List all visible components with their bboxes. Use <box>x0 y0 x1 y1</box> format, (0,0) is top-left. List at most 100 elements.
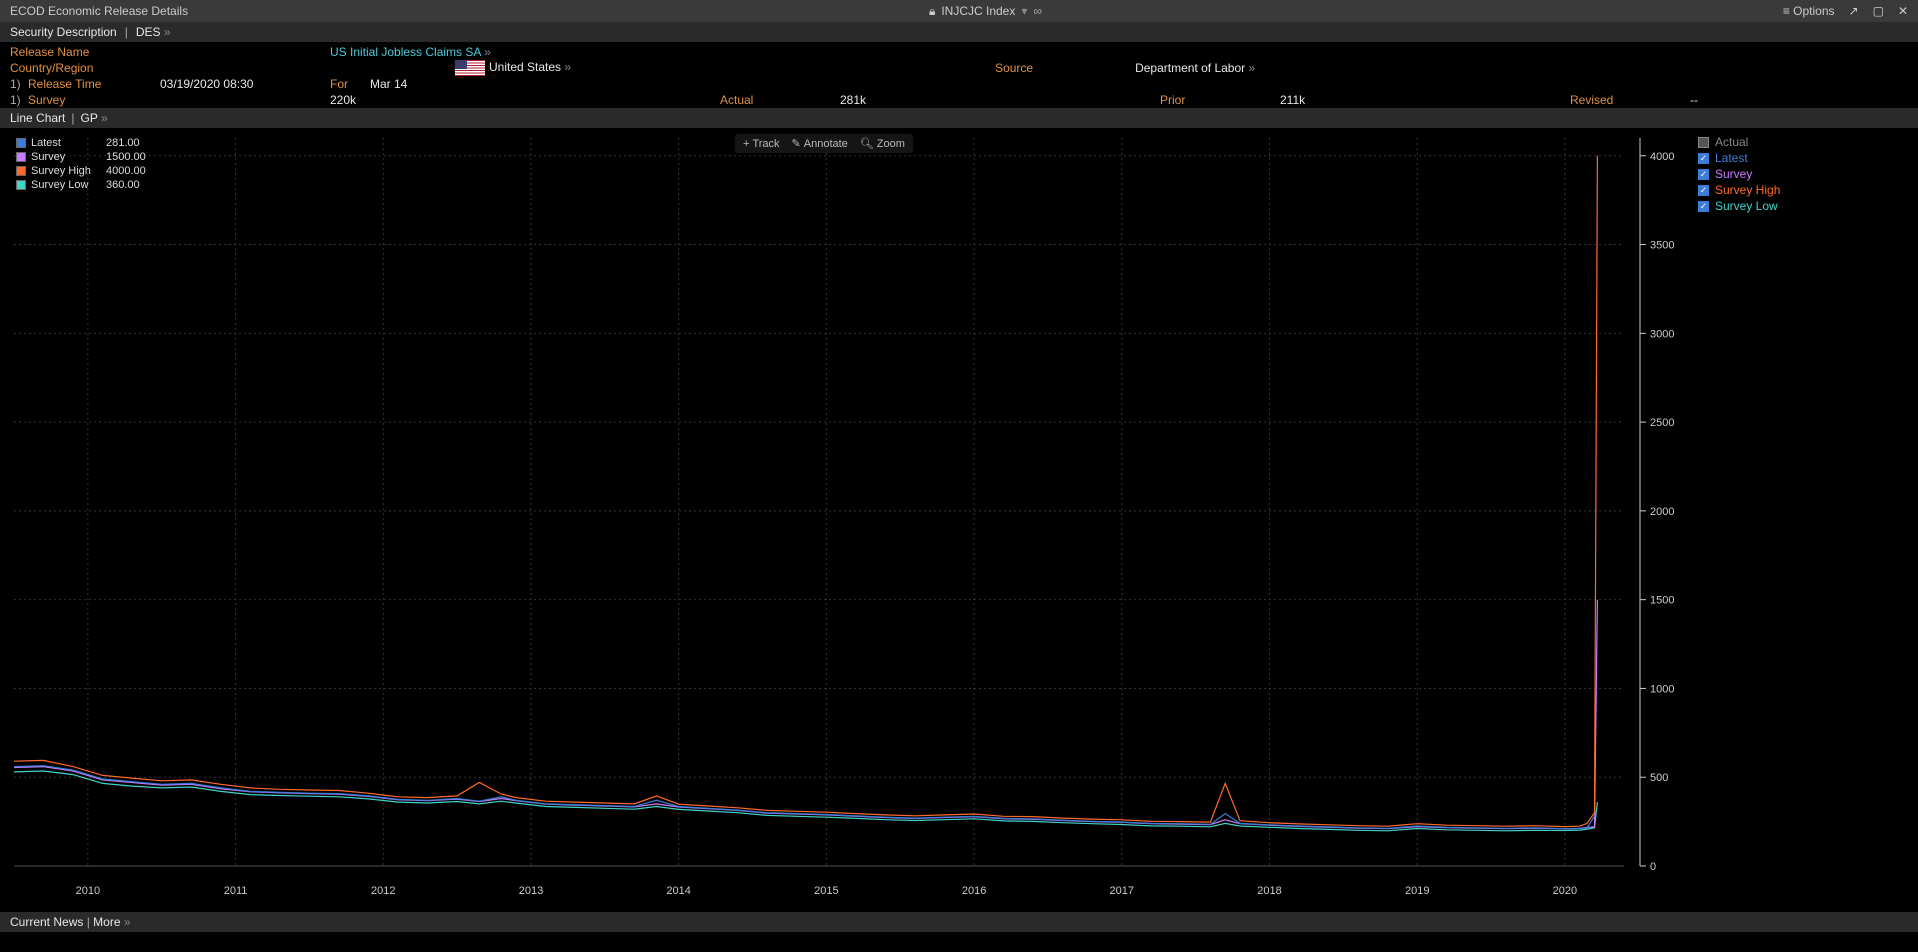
legend-label: Latest <box>1715 151 1748 165</box>
plus-icon: + <box>743 138 749 150</box>
legend-item: Latest 281.00 <box>16 136 146 150</box>
chevron-down-icon: ▾ <box>1021 4 1027 18</box>
checkbox-icon[interactable]: ✓ <box>1698 153 1709 164</box>
for-value: Mar 14 <box>370 77 407 91</box>
legend-item: Survey Low360.00 <box>16 178 146 192</box>
source-value[interactable]: Department of Labor » <box>1135 61 1254 75</box>
legend-label: Latest <box>31 137 101 149</box>
legend-label: Survey Low <box>1715 199 1778 213</box>
line-chart-svg: 0 500 1000 1500 2000 2500 3000 3500 4000 2010 2011… <box>0 128 1918 912</box>
legend-swatch <box>16 152 26 162</box>
pencil-icon: ✎ <box>792 137 801 150</box>
survey-value: 220k <box>330 93 720 107</box>
zoom-button[interactable]: 🔍︎Zoom <box>860 137 905 150</box>
legend-toggle-item[interactable]: ✓ Survey Low <box>1698 198 1898 214</box>
chart-area[interactable]: 0 500 1000 1500 2000 2500 3000 3500 4000 2010 2011… <box>0 128 1918 912</box>
legend-swatch <box>16 166 26 176</box>
gp-link[interactable]: GP » <box>81 111 107 125</box>
current-news-link[interactable]: Current News <box>10 915 83 929</box>
svg-text:500: 500 <box>1650 772 1668 784</box>
legend-toggle-item[interactable]: ✓ Survey High <box>1698 182 1898 198</box>
maximize-icon[interactable]: ▢ <box>1873 4 1884 18</box>
legend-label: Survey <box>1715 167 1752 181</box>
svg-text:2013: 2013 <box>519 885 543 897</box>
des-link[interactable]: DES » <box>136 25 170 39</box>
svg-text:3000: 3000 <box>1650 328 1674 340</box>
release-name-value[interactable]: US Initial Jobless Claims SA » <box>330 45 490 59</box>
app-title: ECOD Economic Release Details <box>10 4 188 18</box>
svg-text:2000: 2000 <box>1650 506 1674 518</box>
chart-legend-left: Latest 281.00 Survey 1500.00 Survey High 4000… <box>16 136 146 192</box>
svg-text:2019: 2019 <box>1405 885 1429 897</box>
us-flag-icon <box>455 60 485 76</box>
legend-label: Survey Low <box>31 179 101 191</box>
legend-toggle-item[interactable]: ✓ Survey <box>1698 166 1898 182</box>
legend-item: Survey High 4000.00 <box>16 164 146 178</box>
more-link[interactable]: More » <box>93 915 129 929</box>
legend-toggle-item[interactable]: Actual <box>1698 134 1898 150</box>
popout-icon[interactable]: ↗ <box>1849 4 1859 18</box>
svg-text:2017: 2017 <box>1110 885 1134 897</box>
checkbox-icon[interactable]: ✓ <box>1698 201 1709 212</box>
svg-text:3500: 3500 <box>1650 240 1674 252</box>
release-time-value: 03/19/2020 08:30 <box>160 77 330 91</box>
actual-label: Actual <box>720 93 840 107</box>
chart-toolbar: +Track ✎Annotate 🔍︎Zoom <box>735 134 913 153</box>
svg-text:2500: 2500 <box>1650 417 1674 429</box>
svg-text:2016: 2016 <box>962 885 986 897</box>
actual-value: 281k <box>840 93 1160 107</box>
country-value[interactable]: United States » <box>455 60 570 76</box>
for-label: For <box>330 77 370 91</box>
release-time-label: Release Time <box>28 77 160 91</box>
lock-icon: 🔒︎ <box>929 4 935 19</box>
annotate-button[interactable]: ✎Annotate <box>792 137 848 150</box>
prior-label: Prior <box>1160 93 1280 107</box>
svg-text:4000: 4000 <box>1650 151 1674 163</box>
line-chart-label: Line Chart <box>10 111 65 125</box>
svg-text:1000: 1000 <box>1650 683 1674 695</box>
options-menu[interactable]: ≡ Options <box>1783 4 1835 18</box>
row-index-1: 1) <box>10 77 28 91</box>
checkbox-icon[interactable]: ✓ <box>1698 185 1709 196</box>
release-details: Release Name US Initial Jobless Claims S… <box>0 42 1918 108</box>
close-icon[interactable]: ✕ <box>1898 4 1908 18</box>
legend-label: Survey High <box>1715 183 1780 197</box>
security-selector[interactable]: 🔒︎ INJCJC Index ▾ ∞ <box>929 4 1042 19</box>
svg-text:2014: 2014 <box>666 885 690 897</box>
security-name: INJCJC Index <box>941 4 1015 18</box>
checkbox-icon[interactable]: ✓ <box>1698 169 1709 180</box>
legend-swatch <box>16 138 26 148</box>
security-description-label: Security Description <box>10 25 117 39</box>
release-name-label: Release Name <box>10 45 330 59</box>
title-bar: ECOD Economic Release Details 🔒︎ INJCJC … <box>0 0 1918 22</box>
checkbox-icon[interactable] <box>1698 137 1709 148</box>
svg-text:2020: 2020 <box>1553 885 1577 897</box>
svg-text:2015: 2015 <box>814 885 838 897</box>
revised-value: -- <box>1690 93 1698 107</box>
section-header-security: Security Description | DES » <box>0 22 1918 42</box>
legend-label: Actual <box>1715 135 1748 149</box>
svg-text:0: 0 <box>1650 861 1656 873</box>
svg-text:2018: 2018 <box>1257 885 1281 897</box>
legend-item: Survey 1500.00 <box>16 150 146 164</box>
chart-header: Line Chart | GP » <box>0 108 1918 128</box>
svg-text:2011: 2011 <box>224 885 248 897</box>
legend-value: 1500.00 <box>106 151 146 163</box>
svg-text:2012: 2012 <box>371 885 395 897</box>
source-label: Source <box>995 61 1135 75</box>
prior-value: 211k <box>1280 93 1570 107</box>
chart-legend-right: Actual ✓ Latest ✓ Survey ✓ Survey High ✓ Survey … <box>1698 134 1898 214</box>
svg-text:2010: 2010 <box>76 885 100 897</box>
hamburger-icon: ≡ <box>1783 4 1790 18</box>
row-index-2: 1) <box>10 93 28 107</box>
legend-label: Survey High <box>31 165 101 177</box>
footer-bar: Current News | More » <box>0 912 1918 932</box>
legend-label: Survey <box>31 151 101 163</box>
legend-swatch <box>16 180 26 190</box>
svg-text:1500: 1500 <box>1650 595 1674 607</box>
legend-value: 281.00 <box>106 137 140 149</box>
magnify-icon: 🔍︎ <box>860 137 874 150</box>
legend-value: 4000.00 <box>106 165 146 177</box>
legend-toggle-item[interactable]: ✓ Latest <box>1698 150 1898 166</box>
track-button[interactable]: +Track <box>743 137 780 150</box>
